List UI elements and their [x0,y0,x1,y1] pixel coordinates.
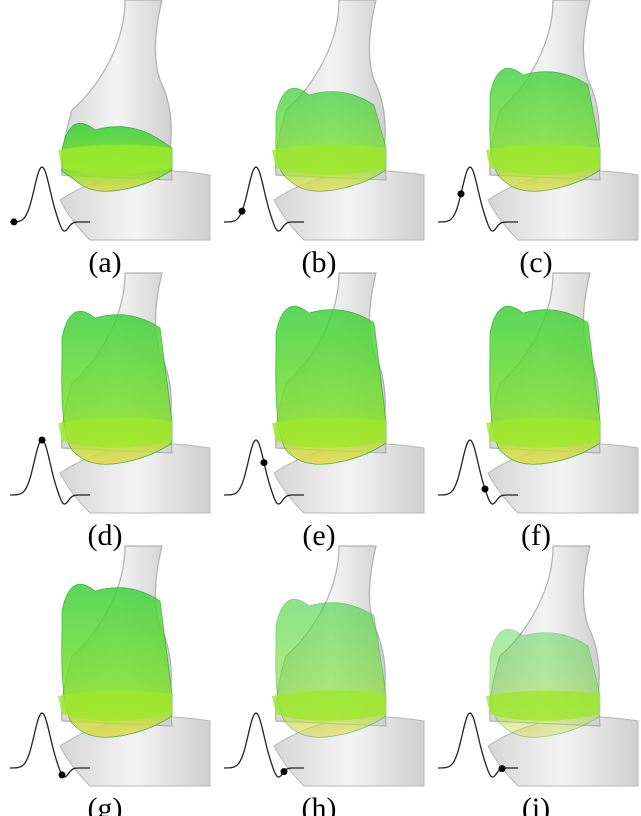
pulse-marker [261,459,268,466]
panel [224,0,424,240]
pulse-marker [458,190,465,197]
panel-label: (h) [302,792,337,816]
flow-region [490,629,600,737]
panel [224,273,424,513]
panel [224,546,424,786]
flow-band [272,144,386,175]
panel [10,546,210,786]
flow-band [486,417,600,448]
panel-label: (e) [302,519,335,552]
panel-label: (g) [88,792,123,816]
flow-band [486,144,600,175]
pulse-marker [39,437,46,444]
panel [438,546,638,786]
flow-band [272,417,386,448]
figure: (a) (b) (c) (d) (e) (f) (g) (h) (i) [0,0,641,816]
panel-label: (d) [88,519,123,552]
flow-band [272,690,386,721]
pulse-marker [239,208,246,215]
flow-band [486,690,600,721]
panel-label: (c) [519,246,552,279]
flow-region [276,88,386,191]
pulse-marker [281,768,288,775]
panel [10,273,210,513]
panel-label: (b) [302,246,337,279]
flow-band [58,144,172,175]
panel [10,0,210,240]
panel [438,0,638,240]
pulse-marker [59,771,66,778]
panel-label: (a) [88,246,121,279]
panel-label: (f) [521,519,551,552]
pulse-marker [11,218,18,225]
flow-band [58,690,172,721]
panel-label: (i) [522,792,550,816]
panel [438,273,638,513]
flow-band [58,417,172,448]
pulse-marker [482,485,489,492]
pulse-marker [499,765,506,772]
